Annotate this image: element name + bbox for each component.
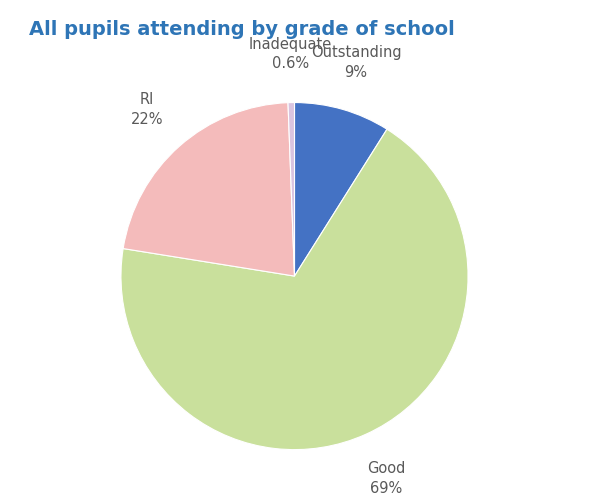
Text: Outstanding
9%: Outstanding 9%: [311, 45, 402, 80]
Wedge shape: [121, 129, 468, 450]
Text: RI
22%: RI 22%: [131, 92, 164, 127]
Wedge shape: [123, 103, 294, 276]
Text: Good
69%: Good 69%: [367, 461, 405, 493]
Text: All pupils attending by grade of school: All pupils attending by grade of school: [29, 20, 455, 39]
Wedge shape: [288, 103, 294, 276]
Wedge shape: [294, 103, 387, 276]
Text: Inadequate
0.6%: Inadequate 0.6%: [249, 36, 332, 71]
